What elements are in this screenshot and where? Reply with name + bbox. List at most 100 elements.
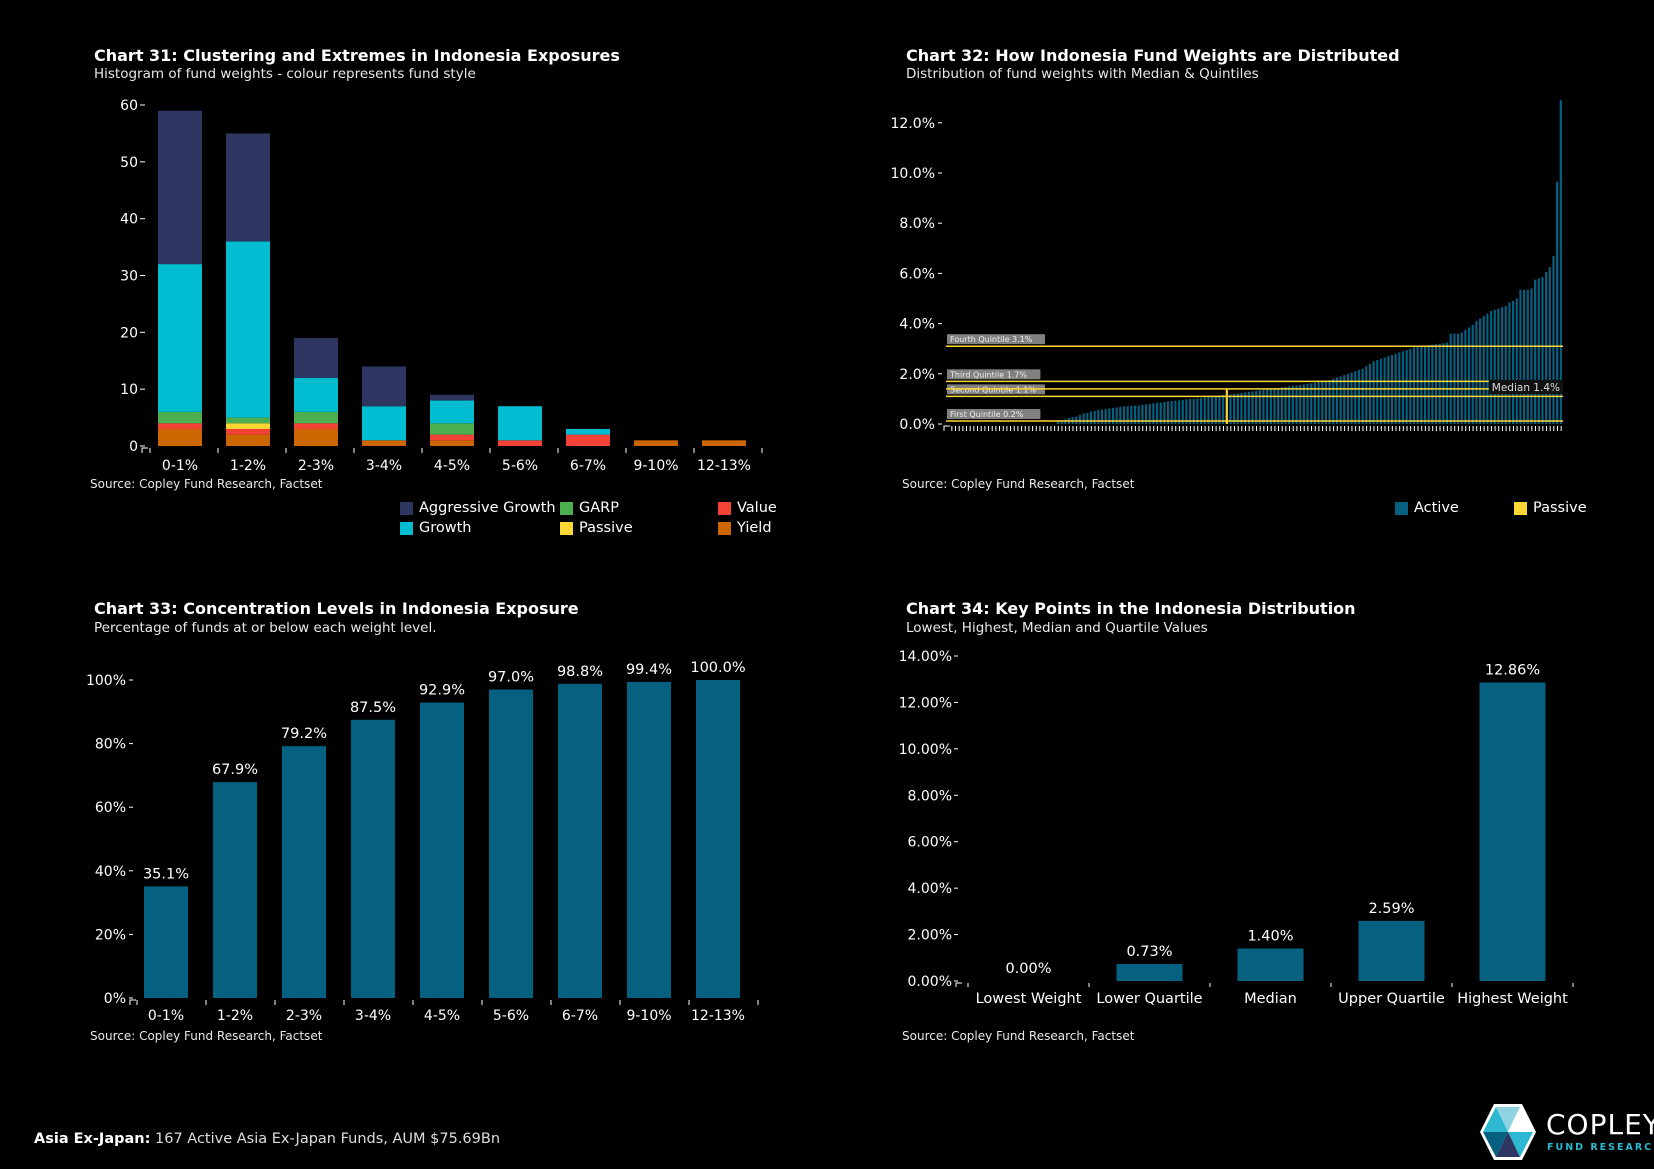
legend-label: Growth [419, 520, 472, 536]
chart31-plot: 0 10 20 30 40 50 60 0-1% 1-2% 2-3% 3-4% 4-5% 5-6% 6-7… [120, 98, 763, 474]
legend-item-active: Active [1395, 500, 1459, 516]
bar-segment-passive [226, 423, 270, 429]
fund-bar [1409, 348, 1412, 424]
fund-bar [1100, 409, 1104, 424]
y-tick-label: 0 [129, 439, 138, 455]
legend-label: Active [1414, 500, 1459, 516]
bar-segment-aggressive_growth [294, 338, 338, 378]
x-tick-label: 3-4% [366, 458, 402, 474]
fund-bar [1486, 313, 1489, 424]
x-tick-label: Median [1244, 991, 1297, 1007]
x-tick-label: 12-13% [697, 458, 751, 474]
legend-swatch [400, 501, 413, 515]
fund-bar [1317, 382, 1320, 424]
fund-bar [1420, 346, 1423, 424]
chart32-plot: 0.0% 2.0% 4.0% 6.0% 8.0% 10.0% 12.0% First Quin… [891, 100, 1563, 433]
x-tick-label: 2-3% [298, 458, 334, 474]
data-label: 1.40% [1247, 929, 1293, 945]
y-tick-label: 2.0% [899, 367, 935, 383]
chart33-subtitle: Percentage of funds at or below each wei… [94, 620, 437, 636]
y-tick-label: 40 [120, 212, 138, 228]
legend-swatch [718, 501, 731, 515]
data-label: 0.00% [1005, 961, 1051, 977]
bar [558, 683, 602, 998]
fund-bar [1541, 277, 1544, 424]
bar-segment-value [294, 423, 338, 429]
axis-corner [943, 425, 950, 431]
y-tick-label: 10.0% [891, 166, 935, 182]
data-label: 98.8% [557, 664, 603, 680]
y-tick-label: 12.00% [899, 695, 952, 711]
legend-label: Passive [1533, 500, 1587, 516]
bar-segment-yield [362, 440, 406, 446]
bar-segment-garp [158, 411, 202, 424]
x-tick-label: 1-2% [217, 1008, 253, 1024]
y-tick-label: 14.00% [899, 649, 952, 665]
chart32-title: Chart 32: How Indonesia Fund Weights are… [906, 46, 1400, 65]
fund-bar [1412, 347, 1416, 424]
footer-summary: Asia Ex-Japan: 167 Active Asia Ex-Japan … [34, 1131, 500, 1147]
data-label: 79.2% [281, 726, 327, 742]
bar [144, 886, 188, 998]
fund-bar [1207, 396, 1210, 424]
fund-bar [1137, 405, 1140, 424]
fund-bar [1122, 406, 1126, 424]
quintile-label: First Quintile 0.2% [950, 410, 1024, 419]
fund-bar [1471, 324, 1474, 424]
fund-bar [1277, 387, 1280, 424]
fund-bar [1196, 398, 1199, 424]
data-label: 35.1% [143, 866, 189, 882]
fund-bar [1313, 382, 1316, 424]
y-tick-label: 8.00% [908, 788, 952, 804]
fund-bar [1188, 398, 1192, 424]
fund-bar [1247, 391, 1250, 424]
fund-bar [1269, 388, 1272, 424]
bar [1237, 948, 1304, 981]
bar-segment-garp [226, 417, 270, 424]
fund-bar [1559, 100, 1562, 425]
fund-bar [1387, 356, 1390, 424]
fund-bar [1299, 384, 1302, 424]
fund-bar [1427, 345, 1430, 424]
bar [1358, 920, 1425, 981]
x-tick-label: Highest Weight [1457, 991, 1568, 1007]
x-tick-label: 9-10% [633, 458, 678, 474]
y-tick-label: 12.0% [891, 116, 935, 132]
bar-segment-value [158, 423, 202, 429]
fund-bar [1475, 321, 1478, 424]
data-label: 87.5% [350, 700, 396, 716]
fund-bar [1445, 342, 1449, 424]
fund-bar [1155, 402, 1159, 424]
fund-bar [1163, 401, 1166, 424]
x-tick-label: 2-3% [286, 1008, 322, 1024]
fund-bar [1233, 393, 1236, 424]
y-tick-label: 20 [120, 325, 138, 341]
fund-bar [1115, 407, 1118, 424]
fund-bar [1512, 301, 1515, 424]
fund-bar [1060, 420, 1063, 424]
median-label: Median 1.4% [1492, 382, 1560, 394]
bar [351, 719, 395, 998]
fund-bar [1222, 394, 1225, 424]
bar-segment-yield [158, 428, 202, 446]
fund-bar [1185, 399, 1188, 424]
bar-segment-aggressive_growth [430, 394, 474, 401]
fund-bar [1365, 366, 1368, 424]
fund-bar [1200, 397, 1203, 424]
bar-segment-yield [702, 440, 746, 446]
legend-swatch [560, 501, 573, 515]
chart31-subtitle: Histogram of fund weights - colour repre… [94, 66, 476, 82]
data-label: 67.9% [212, 762, 258, 778]
fund-bar [1523, 289, 1526, 424]
legend-item-aggressive_growth: Aggressive Growth [400, 500, 556, 516]
fund-bar [1240, 392, 1243, 424]
bar-segment-yield [294, 428, 338, 446]
chart33-plot: 0% 20% 40% 60% 80% 100% 35.1% 0-1% 67.9% 1-2% 79.2… [86, 660, 759, 1024]
y-tick-label: 20% [95, 927, 126, 943]
fund-bar [1255, 390, 1258, 424]
bar [1479, 682, 1546, 981]
fund-bar [1262, 389, 1265, 424]
x-tick-label: 5-6% [493, 1008, 529, 1024]
fund-bar [1405, 349, 1408, 424]
fund-bar [1181, 399, 1184, 424]
